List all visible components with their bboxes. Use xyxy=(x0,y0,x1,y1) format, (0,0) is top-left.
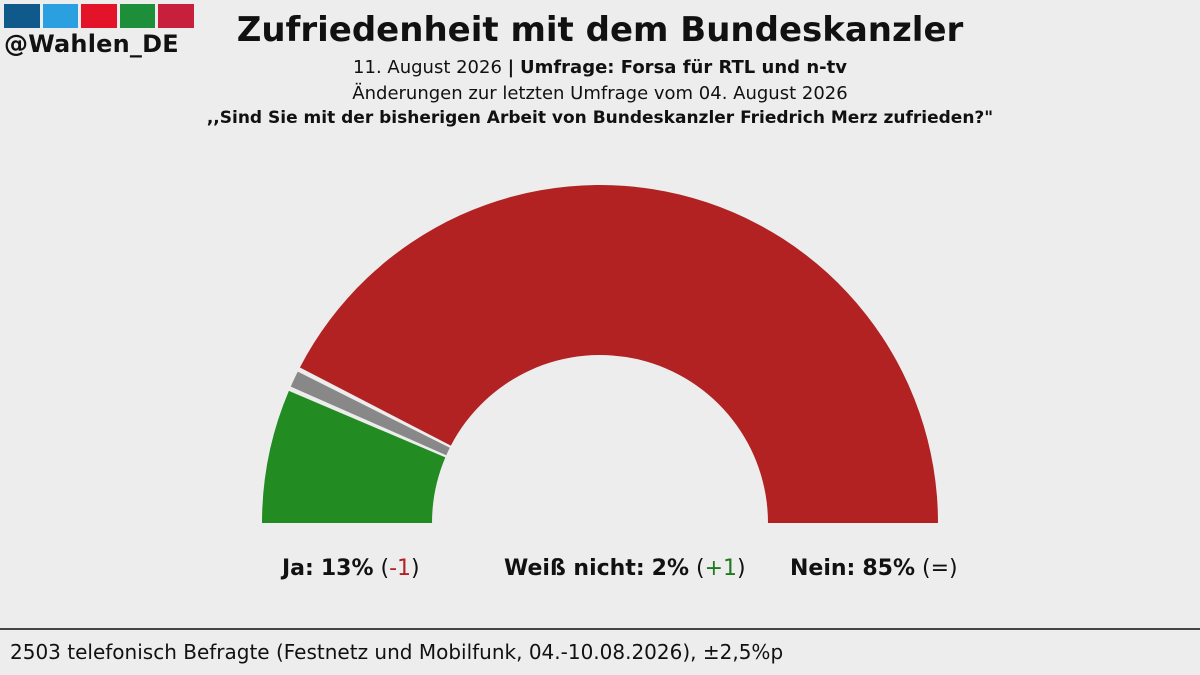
brand-bar xyxy=(158,4,194,28)
label-name: Ja: xyxy=(282,556,314,581)
date-source-line: 11. August 2026 | Umfrage: Forsa für RTL… xyxy=(0,57,1200,78)
separator: | xyxy=(507,57,515,78)
donut-segment-nein xyxy=(299,184,938,524)
label-value: 85% xyxy=(862,556,916,581)
brand-bar xyxy=(81,4,117,28)
label-paren: ( xyxy=(922,556,931,581)
footer-note: 2503 telefonisch Befragte (Festnetz und … xyxy=(0,628,1200,675)
label-name: Nein: xyxy=(790,556,856,581)
label-ja: Ja: 13% (-1) xyxy=(282,556,420,581)
result-labels: Ja: 13% (-1) Weiß nicht: 2% (+1) Nein: 8… xyxy=(0,556,1200,592)
label-paren: ( xyxy=(696,556,705,581)
label-weiss-nicht: Weiß nicht: 2% (+1) xyxy=(504,556,746,581)
label-paren: ) xyxy=(737,556,746,581)
donut-segment-weiß-nicht xyxy=(290,371,450,456)
brand-bar xyxy=(42,4,79,28)
label-name: Weiß nicht: xyxy=(504,556,645,581)
brand-bar xyxy=(4,4,40,28)
brand-handle: @Wahlen_DE xyxy=(4,30,179,58)
donut-segment-ja xyxy=(262,390,446,523)
brand-color-bars xyxy=(4,4,194,28)
poll-source: Umfrage: Forsa für RTL und n-tv xyxy=(519,57,847,78)
brand-logo: @Wahlen_DE xyxy=(4,4,194,62)
changes-note: Änderungen zur letzten Umfrage vom 04. A… xyxy=(352,83,848,104)
label-paren: ) xyxy=(411,556,420,581)
label-nein: Nein: 85% (=) xyxy=(790,556,958,581)
label-change: +1 xyxy=(704,556,738,581)
brand-bar xyxy=(119,4,156,28)
label-paren: ) xyxy=(949,556,958,581)
label-change: -1 xyxy=(389,556,412,581)
label-value: 13% xyxy=(320,556,374,581)
poll-date: 11. August 2026 xyxy=(353,57,502,78)
label-paren: ( xyxy=(380,556,390,581)
label-change: = xyxy=(930,556,950,581)
chart-title: Zufriedenheit mit dem Bundeskanzler xyxy=(236,10,964,50)
survey-question: ,,Sind Sie mit der bisherigen Arbeit von… xyxy=(206,108,994,128)
label-value: 2% xyxy=(651,556,690,581)
